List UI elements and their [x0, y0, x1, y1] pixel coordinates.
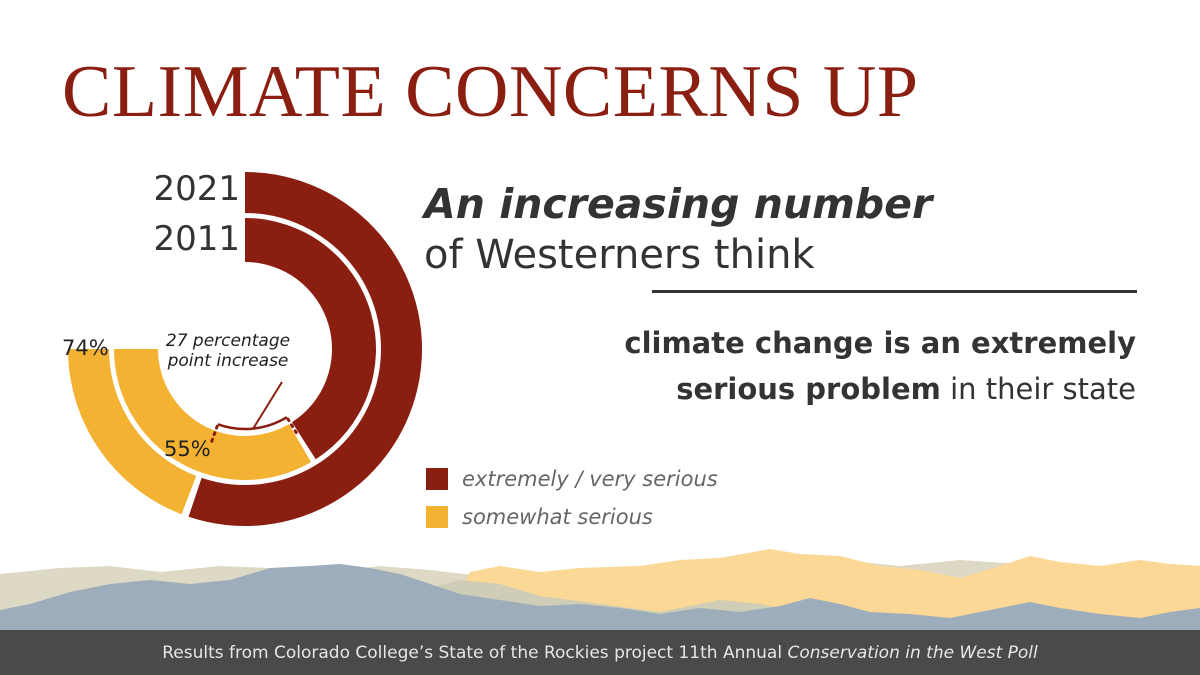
legend-item-extremely-very-serious: extremely / very serious: [426, 460, 718, 498]
footer-text-plain: Results from Colorado College’s State of…: [162, 642, 788, 663]
year-label-2021: 2021: [153, 169, 240, 209]
year-label-2011: 2011: [153, 219, 240, 259]
annotation-line-1: 27 percentage: [166, 331, 290, 351]
dots-2021: [210, 424, 219, 443]
legend-label-somewhat-serious: somewhat serious: [462, 505, 653, 529]
headline-rest: of Westerners think: [424, 232, 815, 278]
headline: An increasing number of Westerners think: [424, 178, 984, 280]
dots-2011: [286, 417, 298, 435]
footer: Results from Colorado College’s State of…: [0, 630, 1200, 675]
legend-item-somewhat-serious: somewhat serious: [426, 498, 718, 536]
chart-rings: [68, 172, 422, 526]
bar-2021-somewhat-serious: [68, 349, 197, 515]
footer-text-italic: Conservation in the West Poll: [787, 642, 1038, 663]
bar-2011-extremely-very-serious: [245, 218, 376, 460]
bar-2021-extremely-very-serious: [188, 172, 422, 526]
divider: [652, 290, 1137, 293]
statement-bold-2: serious problem: [676, 372, 941, 406]
legend: extremely / very serious somewhat seriou…: [426, 460, 718, 536]
page-title: CLIMATE CONCERNS UP: [62, 51, 919, 133]
data-label-2011: 55%: [164, 437, 211, 461]
bar-2011-somewhat-serious: [114, 349, 312, 481]
mountain-layer-blue: [0, 564, 1200, 632]
legend-swatch-somewhat-serious: [426, 506, 448, 528]
headline-strong: An increasing number: [424, 180, 933, 228]
annotation-line-2: point increase: [167, 351, 289, 371]
statement: climate change is an extremely serious p…: [516, 320, 1136, 412]
data-label-2021: 74%: [62, 336, 109, 360]
legend-label-extremely-very-serious: extremely / very serious: [462, 467, 718, 491]
legend-swatch-extremely-very-serious: [426, 468, 448, 490]
statement-bold-1: climate change is an extremely: [624, 326, 1136, 360]
footer-text: Results from Colorado College’s State of…: [162, 643, 1038, 663]
statement-rest: in their state: [940, 372, 1136, 406]
annotation-leader: [252, 381, 283, 430]
chart-markers: [210, 381, 298, 443]
